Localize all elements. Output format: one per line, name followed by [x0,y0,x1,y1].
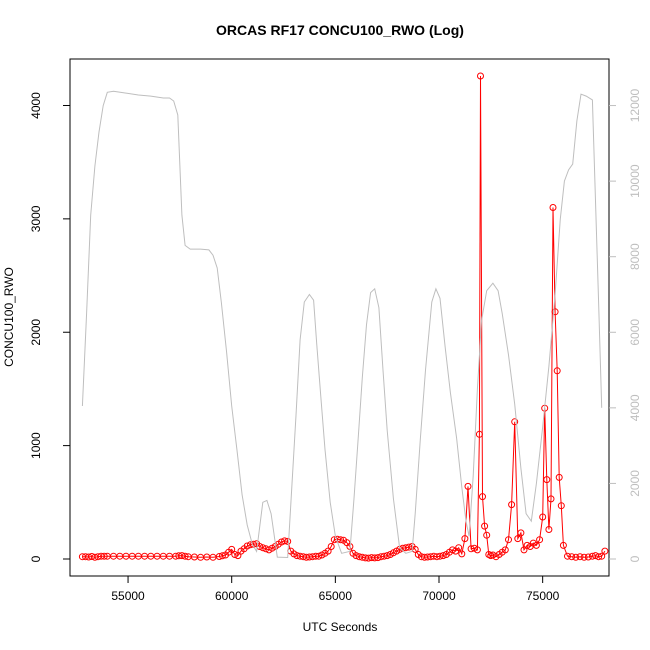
x-tick-label: 75000 [526,589,560,603]
data-point [517,529,525,537]
data-point [475,430,483,438]
data-point [598,552,606,560]
data-point [449,546,456,554]
data-point [505,536,512,544]
data-point [551,308,559,316]
y-axis: 0 1000 2000 3000 4000 [29,92,70,562]
data-point [458,550,466,558]
data-point [100,552,108,560]
data-point [536,536,544,544]
data-point [284,537,292,545]
data-point [481,522,489,530]
y2-tick-label: 12000 [628,89,642,123]
x-tick-label: 65000 [319,589,353,603]
data-point [553,367,561,375]
plot-area [78,72,609,562]
data-point [256,543,264,550]
y-tick-label: 2000 [29,319,43,346]
plot-frame [69,58,610,577]
y2-tick-label: 4000 [628,394,642,421]
data-point [572,553,580,561]
y2-tick-label: 8000 [628,243,642,270]
data-point [327,543,335,550]
data-point [315,552,323,560]
data-point [352,552,360,560]
data-point [584,553,592,561]
data-point [405,543,413,551]
data-point [543,476,551,484]
data-point [557,502,565,510]
altitude-line [81,90,603,559]
data-point [549,204,557,211]
data-point [483,531,491,539]
x-tick-label: 70000 [422,589,456,603]
x-tick-label: 60000 [215,589,249,603]
data-point [555,473,563,481]
data-point [580,553,588,561]
data-point [371,554,379,562]
data-point [218,552,226,560]
x-axis-title: UTC Seconds [303,620,378,634]
data-point [243,542,251,550]
y2-axis: 0 2000 4000 6000 8000 10000 12000 [609,89,642,562]
data-point [595,553,603,561]
data-point [461,535,469,543]
chart-title: ORCAS RF17 CONCU100_RWO (Log) [216,22,464,38]
data-point [523,541,531,549]
data-point [514,535,522,543]
data-point [601,547,609,555]
data-point [464,482,472,490]
data-point [281,537,289,545]
data-point [439,552,447,560]
concentration-line [82,75,606,559]
data-point [539,513,547,521]
data-point [568,553,576,561]
data-point [547,495,555,503]
data-point [511,418,519,426]
data-point [436,552,444,560]
data-point [455,544,463,552]
data-point [479,493,486,501]
y2-tick-label: 2000 [628,470,642,497]
data-point [259,544,267,552]
data-point [228,545,236,553]
data-point [545,526,553,533]
data-point [559,541,567,549]
data-point [402,544,410,552]
y-axis-title: CONCU100_RWO [2,267,16,367]
x-axis: 55000 60000 65000 70000 75000 [111,576,560,603]
data-point [477,72,484,80]
data-point [337,536,344,544]
y-tick-label: 0 [29,555,43,562]
y2-tick-label: 10000 [628,164,642,198]
data-point [532,541,540,549]
y2-tick-label: 6000 [628,319,642,346]
data-point [576,553,584,561]
data-point [383,552,391,560]
data-point [501,546,509,554]
y-tick-label: 3000 [29,205,43,232]
y2-tick-label: 0 [628,555,642,562]
data-point [473,546,481,554]
x-tick-label: 55000 [111,589,145,603]
y-tick-label: 1000 [29,432,43,459]
data-point [231,551,239,558]
data-point [380,552,388,560]
y-tick-label: 4000 [29,92,43,119]
data-point [508,501,516,509]
data-point [181,552,189,560]
data-point [215,553,223,560]
data-point [564,552,571,560]
